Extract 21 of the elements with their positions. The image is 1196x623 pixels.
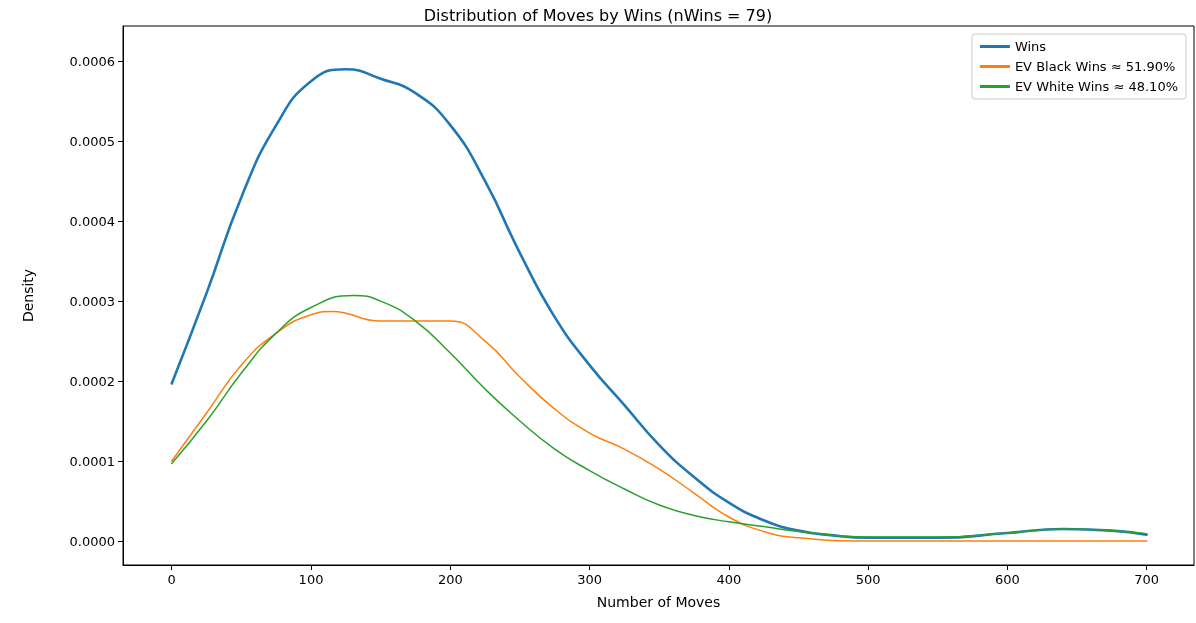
x-axis-title: Number of Moves: [596, 594, 721, 610]
x-tick-label: 500: [855, 572, 881, 587]
x-tick-label: 700: [1134, 572, 1160, 587]
legend-label: EV White Wins ≈ 48.10%: [1014, 79, 1178, 94]
y-tick-label: 0.0004: [69, 213, 115, 229]
y-axis-title: Density: [20, 268, 36, 323]
x-tick-label: 100: [298, 572, 324, 587]
y-tick-label: 0.0005: [69, 133, 115, 149]
x-tick-label: 0: [167, 572, 176, 587]
x-tick-label: 400: [716, 572, 742, 587]
y-tick-label: 0.0000: [69, 533, 115, 549]
y-tick-label: 0.0001: [69, 453, 115, 469]
x-tick-label: 600: [994, 572, 1020, 587]
y-tick-label: 0.0002: [69, 373, 115, 389]
y-tick-label: 0.0006: [69, 53, 115, 69]
y-tick-label: 0.0003: [69, 293, 115, 309]
chart-title: Distribution of Moves by Wins (nWins = 79): [423, 5, 773, 25]
legend-label: EV Black Wins ≈ 51.90%: [1014, 59, 1176, 74]
x-tick-label: 200: [437, 572, 463, 587]
x-tick-label: 300: [577, 572, 602, 587]
legend-label: Wins: [1014, 39, 1047, 54]
